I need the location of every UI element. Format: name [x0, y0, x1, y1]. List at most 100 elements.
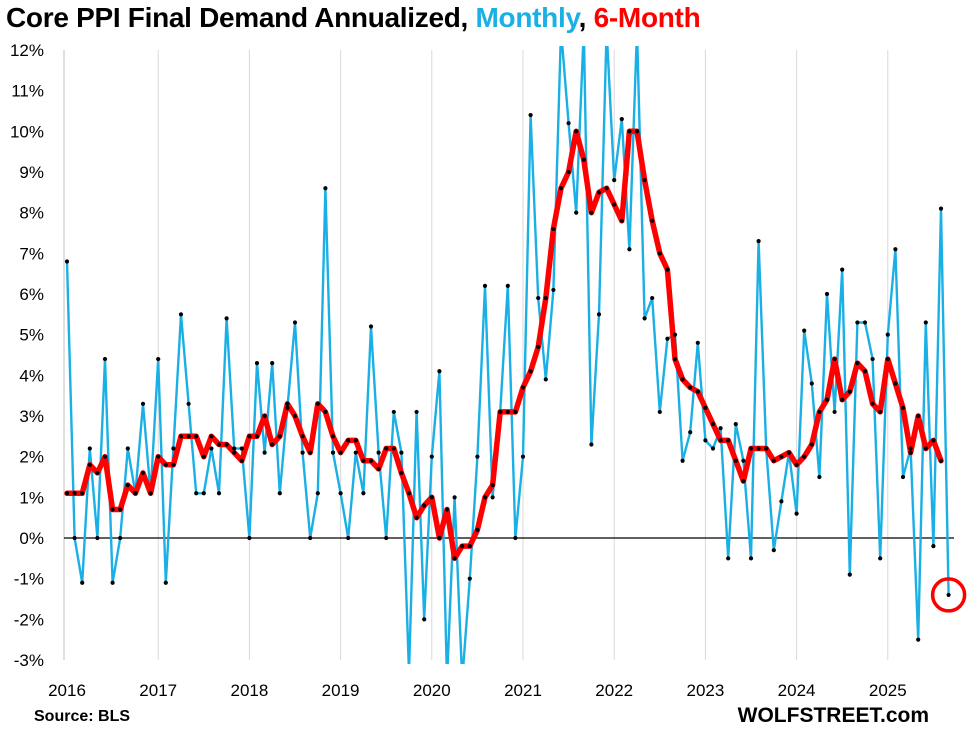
point-monthly [118, 535, 123, 541]
point-monthly [254, 361, 260, 366]
point-6-month [809, 442, 814, 447]
point-6-month [650, 218, 655, 223]
point-monthly [262, 450, 267, 455]
point-monthly [216, 491, 222, 496]
point-monthly [718, 426, 723, 431]
x-tick-label: 2022 [595, 681, 633, 700]
point-6-month [764, 446, 769, 451]
point-monthly [802, 328, 807, 333]
point-monthly [938, 206, 944, 211]
point-monthly [862, 320, 868, 325]
point-monthly [437, 369, 442, 374]
point-monthly [102, 356, 108, 362]
point-monthly [566, 121, 571, 126]
point-6-month [444, 507, 450, 512]
point-6-month [718, 438, 723, 443]
point-monthly [748, 556, 754, 561]
point-monthly [285, 405, 290, 410]
point-6-month [346, 438, 351, 443]
chart-title: Core PPI Final Demand Annualized, Monthl… [6, 2, 701, 34]
point-monthly [505, 283, 510, 288]
annotations [930, 577, 967, 613]
point-6-month [657, 251, 662, 256]
point-6-month [566, 169, 571, 175]
point-6-month [771, 458, 776, 463]
point-monthly [452, 495, 457, 500]
point-monthly [277, 491, 282, 496]
point-6-month [794, 462, 799, 467]
y-tick-label: 0% [19, 529, 44, 548]
point-monthly [224, 316, 229, 321]
point-monthly [171, 446, 176, 451]
point-monthly [520, 454, 526, 459]
point-monthly [528, 112, 533, 118]
point-6-month [847, 389, 852, 394]
point-6-month [72, 491, 77, 496]
point-6-month [908, 450, 913, 455]
point-6-month [490, 483, 495, 488]
x-tick-labels: 2016 2017 2018 2019 2020 2021 2022 2023 2024 2025 [48, 681, 907, 700]
point-monthly [657, 409, 662, 415]
point-6-month [277, 434, 282, 439]
point-6-month [201, 454, 206, 459]
point-6-month [368, 458, 374, 463]
point-monthly [308, 535, 313, 541]
point-monthly [840, 267, 845, 272]
y-tick-label: 11% [11, 82, 44, 101]
point-6-month [574, 129, 579, 134]
point-6-month [589, 210, 594, 215]
point-6-month [110, 507, 115, 512]
point-6-month [786, 450, 792, 455]
x-tick-label: 2017 [139, 681, 177, 700]
point-6-month [300, 434, 305, 439]
point-6-month [695, 389, 700, 394]
point-6-month [239, 458, 244, 463]
point-monthly [460, 678, 464, 682]
point-monthly [878, 556, 883, 561]
point-monthly [475, 454, 480, 459]
point-monthly [270, 361, 275, 366]
point-monthly [125, 446, 130, 451]
point-monthly [87, 446, 92, 451]
point-6-month [840, 397, 845, 402]
point-monthly [482, 283, 488, 288]
x-tick-label: 2018 [230, 681, 268, 700]
point-6-month [361, 458, 366, 463]
point-monthly [635, 28, 639, 32]
point-monthly [589, 442, 594, 447]
point-6-month [779, 454, 784, 459]
point-monthly [323, 186, 328, 191]
point-6-month [437, 535, 442, 541]
point-monthly [490, 495, 495, 500]
y-tick-label: 7% [19, 244, 44, 263]
point-6-month [140, 470, 146, 476]
series-line-monthly [65, 46, 950, 664]
point-monthly [695, 340, 700, 345]
point-6-month [642, 178, 647, 183]
point-monthly [931, 544, 936, 549]
brand-label: WOLFSTREET.com [737, 704, 929, 727]
point-6-month [832, 356, 837, 362]
point-6-month [475, 527, 480, 532]
point-6-month [513, 409, 518, 415]
point-monthly [163, 580, 168, 585]
point-6-month [672, 356, 678, 362]
point-6-month [80, 491, 85, 496]
point-monthly [680, 458, 685, 463]
point-6-month [870, 401, 875, 406]
point-6-month [452, 556, 457, 561]
point-6-month [308, 450, 313, 455]
point-monthly [80, 580, 85, 585]
point-6-month [855, 361, 860, 366]
point-monthly [900, 474, 906, 480]
y-tick-label: -1% [14, 570, 44, 589]
point-6-month [498, 409, 503, 415]
x-tick-label: 2016 [48, 681, 86, 700]
point-6-month [885, 356, 890, 362]
point-6-month [171, 462, 176, 467]
point-monthly [551, 287, 556, 293]
point-monthly [642, 316, 647, 321]
point-6-month [710, 422, 716, 427]
point-monthly [650, 295, 655, 301]
point-6-month [87, 462, 92, 467]
